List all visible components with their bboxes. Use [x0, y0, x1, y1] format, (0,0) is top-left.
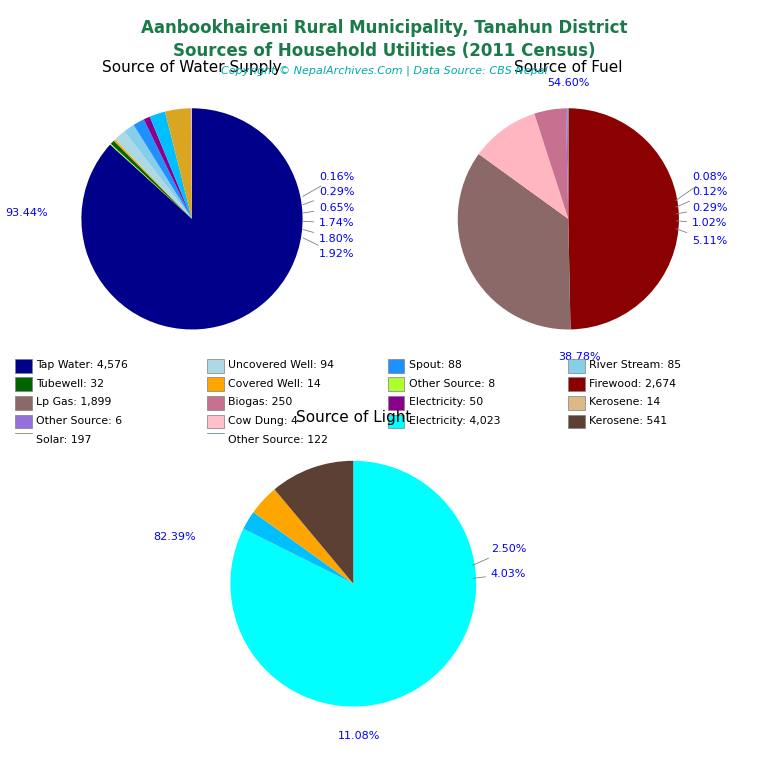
Wedge shape — [165, 108, 192, 219]
Text: Other Source: 8: Other Source: 8 — [409, 379, 495, 389]
Text: Other Source: 122: Other Source: 122 — [228, 435, 328, 445]
Text: 1.80%: 1.80% — [303, 230, 355, 243]
Wedge shape — [478, 114, 568, 219]
Text: 0.29%: 0.29% — [676, 203, 728, 214]
Bar — [15, 415, 31, 429]
Bar — [207, 359, 223, 372]
Text: Sources of Household Utilities (2011 Census): Sources of Household Utilities (2011 Cen… — [173, 42, 595, 60]
Text: 0.08%: 0.08% — [676, 172, 727, 200]
Text: Kerosene: 14: Kerosene: 14 — [590, 398, 660, 408]
Wedge shape — [111, 141, 192, 219]
Wedge shape — [150, 111, 192, 219]
Text: 5.11%: 5.11% — [676, 229, 727, 246]
Wedge shape — [230, 461, 476, 707]
Bar — [388, 396, 404, 410]
Wedge shape — [566, 108, 568, 219]
Text: 1.92%: 1.92% — [303, 238, 355, 260]
Bar — [207, 378, 223, 391]
Wedge shape — [134, 119, 192, 219]
Text: 0.29%: 0.29% — [303, 187, 355, 204]
Bar — [388, 359, 404, 372]
Bar — [207, 396, 223, 410]
Title: Source of Light: Source of Light — [296, 410, 411, 425]
Text: Tubewell: 32: Tubewell: 32 — [36, 379, 104, 389]
Wedge shape — [535, 108, 568, 219]
Text: 0.12%: 0.12% — [676, 187, 727, 207]
Wedge shape — [458, 154, 571, 329]
Text: Spout: 88: Spout: 88 — [409, 360, 462, 370]
Text: Kerosene: 541: Kerosene: 541 — [590, 416, 667, 426]
Wedge shape — [124, 125, 192, 219]
Bar — [568, 359, 585, 372]
Bar — [207, 433, 223, 447]
Wedge shape — [253, 489, 353, 584]
Wedge shape — [243, 512, 353, 584]
Text: Covered Well: 14: Covered Well: 14 — [228, 379, 321, 389]
Bar — [388, 378, 404, 391]
Text: 0.65%: 0.65% — [303, 203, 354, 213]
Text: Tap Water: 4,576: Tap Water: 4,576 — [36, 360, 128, 370]
Text: 82.39%: 82.39% — [154, 532, 196, 542]
Wedge shape — [114, 140, 192, 219]
Wedge shape — [115, 131, 192, 219]
Wedge shape — [274, 461, 353, 584]
Text: 4.03%: 4.03% — [473, 569, 526, 579]
Text: 38.78%: 38.78% — [558, 352, 601, 362]
Title: Source of Fuel: Source of Fuel — [514, 61, 623, 75]
Bar — [15, 433, 31, 447]
Text: River Stream: 85: River Stream: 85 — [590, 360, 681, 370]
Bar — [15, 378, 31, 391]
Text: Electricity: 4,023: Electricity: 4,023 — [409, 416, 500, 426]
Bar — [568, 378, 585, 391]
Text: Electricity: 50: Electricity: 50 — [409, 398, 483, 408]
Bar — [568, 415, 585, 429]
Text: 11.08%: 11.08% — [338, 731, 381, 741]
Bar — [207, 415, 223, 429]
Wedge shape — [110, 144, 192, 219]
Text: 2.50%: 2.50% — [472, 545, 526, 565]
Wedge shape — [190, 108, 192, 219]
Text: Other Source: 6: Other Source: 6 — [36, 416, 122, 426]
Text: Cow Dung: 4: Cow Dung: 4 — [228, 416, 298, 426]
Bar — [568, 396, 585, 410]
Bar — [15, 396, 31, 410]
Text: Solar: 197: Solar: 197 — [36, 435, 91, 445]
Text: Biogas: 250: Biogas: 250 — [228, 398, 293, 408]
Text: Firewood: 2,674: Firewood: 2,674 — [590, 379, 677, 389]
Text: 0.16%: 0.16% — [303, 172, 354, 197]
Text: 93.44%: 93.44% — [5, 208, 48, 218]
Text: Lp Gas: 1,899: Lp Gas: 1,899 — [36, 398, 111, 408]
Text: 1.02%: 1.02% — [676, 218, 727, 228]
Text: 54.60%: 54.60% — [547, 78, 590, 88]
Text: 1.74%: 1.74% — [303, 218, 355, 228]
Text: Copyright © NepalArchives.Com | Data Source: CBS Nepal: Copyright © NepalArchives.Com | Data Sou… — [220, 65, 548, 76]
Text: Uncovered Well: 94: Uncovered Well: 94 — [228, 360, 334, 370]
Title: Source of Water Supply: Source of Water Supply — [102, 61, 282, 75]
Bar — [388, 415, 404, 429]
Wedge shape — [81, 108, 303, 329]
Wedge shape — [568, 108, 679, 329]
Text: Aanbookhaireni Rural Municipality, Tanahun District: Aanbookhaireni Rural Municipality, Tanah… — [141, 19, 627, 37]
Wedge shape — [144, 117, 192, 219]
Bar — [15, 359, 31, 372]
